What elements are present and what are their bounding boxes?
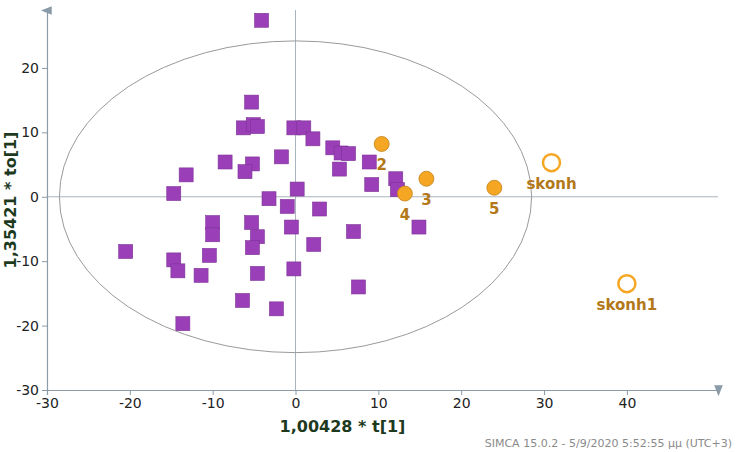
reference-line: [47, 196, 718, 197]
point: [543, 154, 560, 171]
point-label: 5: [489, 200, 499, 218]
point: [179, 168, 193, 182]
tick: 30: [536, 390, 554, 411]
point: [119, 245, 133, 259]
point: [206, 216, 220, 230]
point: [245, 95, 259, 109]
point: [487, 180, 502, 195]
point: [347, 225, 361, 239]
point: [167, 187, 181, 201]
tick-label: 0: [292, 395, 301, 411]
x-axis: -30 -20 -10 0 10 20 30 40: [36, 390, 718, 411]
point: [287, 262, 301, 276]
tick-label: -10: [202, 395, 225, 411]
point: [245, 241, 259, 255]
tick: 10: [370, 390, 388, 411]
series: [374, 136, 502, 201]
point: [342, 147, 356, 161]
y-axis-title: 1,35421 * to[1]: [1, 132, 20, 269]
tick-mark: [42, 197, 47, 198]
tick: 10: [21, 124, 47, 140]
footer: SIMCA 15.0.2 - 5/9/2020 5:52:55 μμ (UTC+…: [485, 437, 732, 450]
point: [269, 302, 283, 316]
x-axis-title: 1,00428 * t[1]: [280, 417, 406, 436]
point: [218, 155, 232, 169]
point: [412, 220, 426, 234]
tick: 40: [618, 390, 636, 411]
point: [365, 178, 379, 192]
point: [284, 220, 298, 234]
tick-mark: [42, 132, 47, 133]
tick-label: -20: [16, 318, 39, 334]
plot-area: [47, 10, 718, 390]
point: [176, 317, 190, 331]
tick-label: -30: [36, 395, 59, 411]
tick: -30: [36, 390, 59, 411]
tick: 20: [21, 60, 47, 76]
point: [307, 237, 321, 251]
point-label: 2: [376, 156, 386, 174]
point: [306, 132, 320, 146]
point-label: skonh: [526, 175, 576, 193]
point-labels: 2 34 5 skonh skonh1: [376, 156, 657, 314]
point: [397, 186, 412, 201]
tick: 0: [292, 390, 301, 411]
tick-mark: [42, 390, 47, 391]
point: [419, 171, 434, 186]
point: [362, 155, 376, 169]
tick-label: 0: [30, 189, 39, 205]
point: [262, 192, 276, 206]
point: [194, 268, 208, 282]
tick: -20: [16, 318, 47, 334]
point-label: 4: [400, 206, 410, 224]
tick-label: 40: [618, 395, 636, 411]
confidence-ellipse: [59, 41, 531, 353]
tick-mark: [42, 68, 47, 69]
tick: -30: [16, 382, 47, 398]
tick-label: -20: [119, 395, 142, 411]
reference-line: [295, 10, 296, 390]
tick-mark: [42, 326, 47, 327]
tick-label: 30: [536, 395, 554, 411]
axis-line: [42, 11, 48, 391]
point: [202, 248, 216, 262]
point: [238, 165, 252, 179]
point: [618, 275, 635, 292]
point: [332, 162, 346, 176]
point: [255, 13, 269, 27]
point: [206, 228, 220, 242]
tick-label: -30: [16, 382, 39, 398]
point: [250, 266, 264, 280]
series: [119, 13, 426, 330]
tick-label: 10: [370, 395, 388, 411]
point: [245, 216, 259, 230]
point: [250, 120, 264, 134]
point: [171, 264, 185, 278]
point: [274, 150, 288, 164]
point: [374, 136, 389, 151]
point: [351, 280, 365, 294]
tick: -20: [119, 390, 142, 411]
tick: 20: [453, 390, 471, 411]
point: [236, 293, 250, 307]
point: [290, 182, 304, 196]
tick: 0: [30, 189, 47, 205]
point: [313, 202, 327, 216]
tick-label: 10: [21, 124, 39, 140]
tick-label: 20: [21, 60, 39, 76]
chart: 2345skonhskonh1-30-20-10010203040-30-20-…: [0, 0, 738, 452]
tick-label: 20: [453, 395, 471, 411]
point: [280, 199, 294, 213]
point-label: skonh1: [597, 296, 658, 314]
y-axis: -30 -20 -10 0 10 20: [16, 11, 47, 398]
point-label: 3: [421, 191, 431, 209]
tick-mark: [42, 261, 47, 262]
tick: -10: [16, 253, 47, 269]
tick: -10: [202, 390, 225, 411]
